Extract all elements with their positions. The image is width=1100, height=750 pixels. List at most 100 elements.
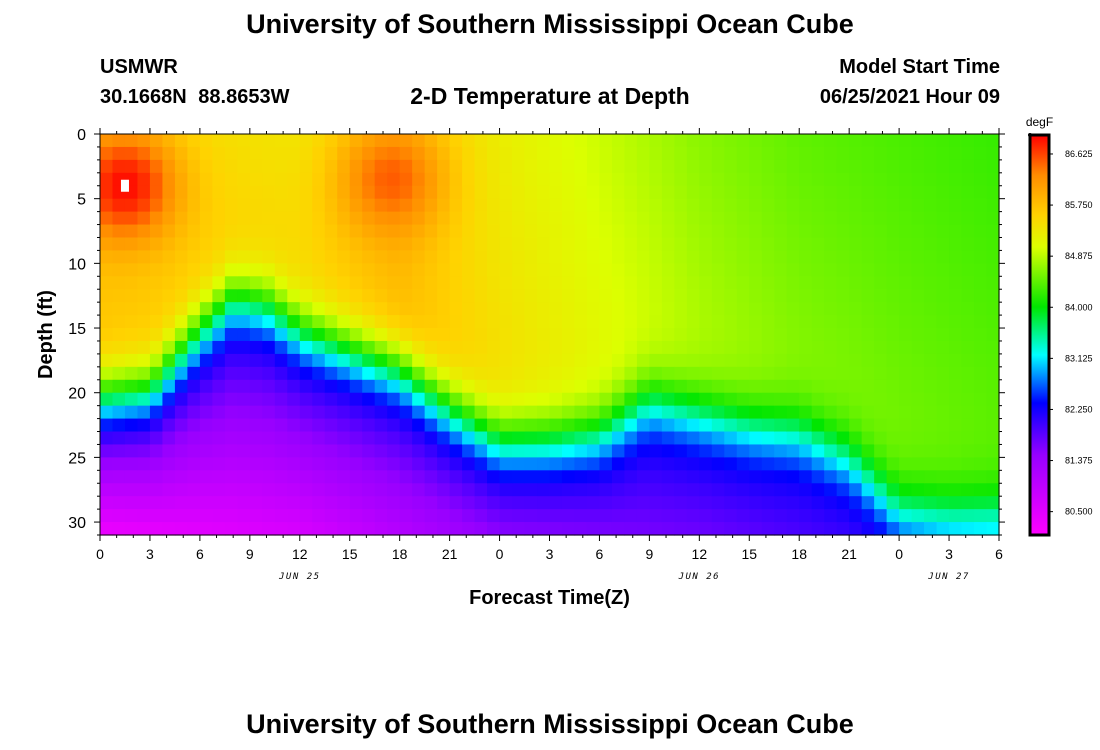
x-tick-label: 21 xyxy=(841,546,857,562)
heatmap-cell xyxy=(474,470,488,484)
heatmap-cell xyxy=(499,340,513,355)
heatmap-cell xyxy=(636,353,650,368)
heatmap-cell xyxy=(212,444,226,458)
heatmap-cell xyxy=(761,237,775,252)
heatmap-cell xyxy=(299,276,313,290)
heatmap-cell xyxy=(986,483,1000,497)
heatmap-cell xyxy=(561,224,576,239)
heatmap-cell xyxy=(599,185,613,200)
heatmap-cell xyxy=(599,379,613,394)
heatmap-cell xyxy=(100,366,114,381)
heatmap-cell xyxy=(499,250,513,264)
heatmap-cell xyxy=(924,340,938,355)
heatmap-cell xyxy=(986,224,1000,239)
heatmap-cell xyxy=(811,134,825,148)
heatmap-cell xyxy=(349,172,363,187)
heatmap-cell xyxy=(449,509,463,523)
heatmap-cell xyxy=(324,302,338,316)
heatmap-cell xyxy=(124,431,139,446)
heatmap-cell xyxy=(586,302,601,316)
heatmap-cell xyxy=(199,470,213,484)
heatmap-cell xyxy=(561,237,576,252)
heatmap-cell xyxy=(537,289,551,303)
heatmap-cell xyxy=(699,134,713,148)
heatmap-cell xyxy=(561,366,576,381)
heatmap-cell xyxy=(100,328,114,342)
heatmap-cell xyxy=(849,185,863,200)
heatmap-cell xyxy=(799,289,813,303)
heatmap-cell xyxy=(774,418,788,433)
heatmap-cell xyxy=(774,405,788,420)
heatmap-cell xyxy=(586,276,601,290)
heatmap-cell xyxy=(324,185,338,200)
heatmap-cell xyxy=(811,509,825,523)
heatmap-cell xyxy=(249,263,263,277)
heatmap-cell xyxy=(774,483,788,497)
heatmap-cell xyxy=(337,366,351,381)
heatmap-cell xyxy=(986,302,1000,316)
heatmap-cell xyxy=(961,509,975,523)
x-tick-label: 0 xyxy=(496,546,504,562)
heatmap-cell xyxy=(262,146,276,161)
heatmap-cell xyxy=(986,146,1000,161)
heatmap-cell xyxy=(811,353,825,368)
heatmap-cell xyxy=(199,431,213,446)
heatmap-cell xyxy=(374,496,388,510)
heatmap-cell xyxy=(699,289,713,303)
heatmap-cell xyxy=(849,509,863,523)
heatmap-cell xyxy=(324,444,338,458)
heatmap-cell xyxy=(199,457,213,471)
heatmap-cell xyxy=(911,289,925,303)
heatmap-cell xyxy=(649,146,663,161)
heatmap-cell xyxy=(861,159,875,174)
heatmap-cell xyxy=(424,392,438,407)
heatmap-cell xyxy=(636,172,650,187)
heatmap-cell xyxy=(974,353,988,368)
heatmap-cell xyxy=(824,134,838,148)
heatmap-cell xyxy=(399,250,413,264)
heatmap-cell xyxy=(836,444,850,458)
heatmap-cell xyxy=(949,134,963,148)
heatmap-cell xyxy=(437,263,451,277)
heatmap-cell xyxy=(174,276,189,290)
heatmap-cell xyxy=(961,315,975,329)
heatmap-cell xyxy=(187,470,201,484)
heatmap-cell xyxy=(786,185,800,200)
heatmap-cell xyxy=(761,418,775,433)
heatmap-cell xyxy=(686,328,700,342)
heatmap-cell xyxy=(149,392,164,407)
heatmap-cell xyxy=(462,483,476,497)
heatmap-cell xyxy=(749,289,763,303)
heatmap-cell xyxy=(824,470,838,484)
heatmap-cell xyxy=(449,379,463,394)
heatmap-cell xyxy=(961,302,975,316)
heatmap-cell xyxy=(249,224,263,239)
heatmap-cell xyxy=(537,211,551,226)
heatmap-cell xyxy=(649,431,663,446)
heatmap-cell xyxy=(374,431,388,446)
y-tick-label: 10 xyxy=(68,256,86,273)
heatmap-cell xyxy=(974,146,988,161)
heatmap-cell xyxy=(649,483,663,497)
heatmap-cell xyxy=(949,431,963,446)
heatmap-cell xyxy=(936,159,950,174)
heatmap-cell xyxy=(661,146,675,161)
heatmap-cell xyxy=(799,250,813,264)
heatmap-cell xyxy=(362,211,376,226)
heatmap-cell xyxy=(424,276,438,290)
heatmap-cell xyxy=(699,276,713,290)
heatmap-cell xyxy=(786,483,800,497)
heatmap-cell xyxy=(112,418,126,433)
heatmap-cell xyxy=(412,340,426,355)
heatmap-cell xyxy=(586,328,601,342)
heatmap-cell xyxy=(811,340,825,355)
heatmap-cell xyxy=(287,379,301,394)
heatmap-cell xyxy=(711,211,725,226)
heatmap-cell xyxy=(524,172,538,187)
heatmap-cell xyxy=(661,159,675,174)
heatmap-cell xyxy=(611,211,626,226)
heatmap-cell xyxy=(312,146,326,161)
heatmap-cell xyxy=(811,237,825,252)
heatmap-cell xyxy=(187,328,201,342)
heatmap-cell xyxy=(611,328,626,342)
